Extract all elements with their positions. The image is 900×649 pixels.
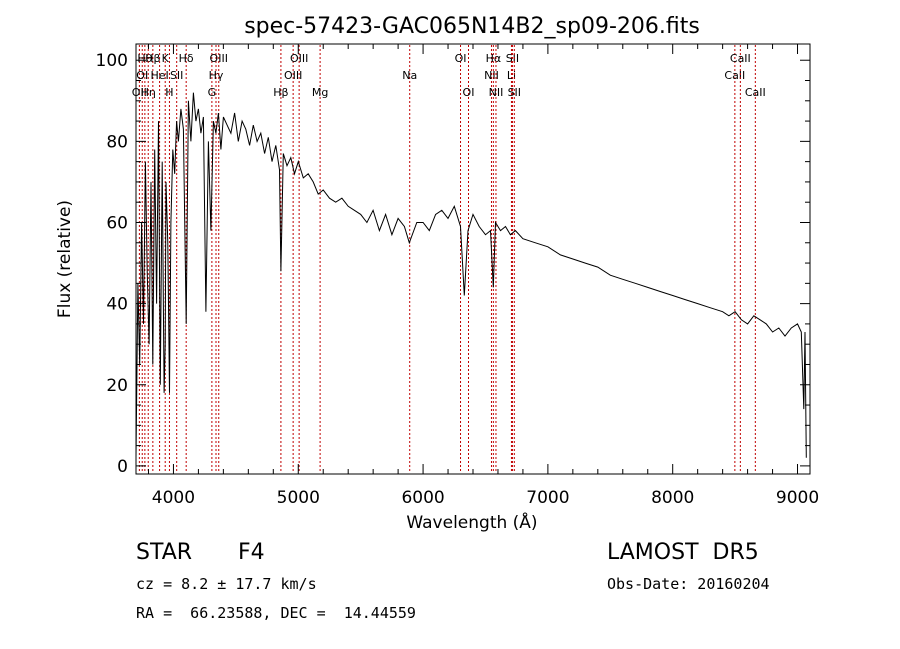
- marker-label: Hβ: [273, 86, 288, 99]
- marker-label: K: [162, 52, 170, 65]
- object-subclass: F4: [238, 540, 265, 565]
- marker-label: Hβ: [145, 52, 160, 65]
- y-tick-label: 20: [106, 376, 128, 396]
- marker-label: NII: [484, 69, 499, 82]
- marker-label: CaII: [745, 86, 766, 99]
- marker-label: OIII: [210, 52, 228, 65]
- marker-label: OI: [463, 86, 475, 99]
- y-axis-label: Flux (relative): [55, 200, 75, 318]
- marker-label: SII: [170, 69, 183, 82]
- marker-label: OI: [455, 52, 467, 65]
- observation-date: Obs-Date: 20160204: [607, 575, 770, 593]
- marker-label: HeI: [150, 69, 168, 82]
- x-axis-label: Wavelength (Å): [406, 511, 537, 533]
- x-tick-label: 6000: [401, 488, 444, 508]
- spectrum-line: [135, 92, 807, 458]
- survey-name: LAMOST DR5: [607, 540, 759, 565]
- x-tick-label: 8000: [651, 488, 694, 508]
- object-class: STAR: [136, 540, 193, 565]
- x-axis: 4000 5000 6000 7000 8000 9000: [147, 44, 819, 508]
- marker-label: Hδ: [179, 52, 194, 65]
- y-axis: 0 20 40 60 80 100: [96, 51, 810, 477]
- marker-label: SII: [508, 86, 521, 99]
- x-tick-label: 4000: [152, 488, 195, 508]
- marker-label: Hγ: [209, 69, 224, 82]
- marker-label: Hη: [141, 86, 156, 99]
- y-tick-label: 40: [106, 295, 128, 315]
- spectral-line-markers: OIIOIHθHηHβHeIKHSIIHδGHγOIIIHβOIIIOIIIMg…: [132, 45, 766, 473]
- marker-label: NII: [489, 86, 504, 99]
- marker-label: Li: [507, 69, 516, 82]
- marker-label: OI: [136, 69, 148, 82]
- x-tick-label: 9000: [776, 488, 819, 508]
- marker-label: Hα: [486, 52, 502, 65]
- x-tick-label: 5000: [277, 488, 320, 508]
- chart-title: spec-57423-GAC065N14B2_sp09-206.fits: [244, 14, 700, 39]
- sky-coordinates: RA = 66.23588, DEC = 14.44559: [136, 604, 416, 622]
- marker-label: G: [208, 86, 217, 99]
- x-tick-label: 7000: [526, 488, 569, 508]
- marker-label: OIII: [284, 69, 302, 82]
- marker-label: SII: [506, 52, 519, 65]
- marker-label: CaII: [724, 69, 745, 82]
- y-tick-label: 60: [106, 213, 128, 233]
- marker-label: CaII: [730, 52, 751, 65]
- marker-label: Hθ: [137, 52, 152, 65]
- y-tick-label: 80: [106, 132, 128, 152]
- marker-label: Na: [402, 69, 417, 82]
- marker-label: OIII: [290, 52, 308, 65]
- y-tick-label: 0: [117, 457, 128, 477]
- y-tick-label: 100: [96, 51, 128, 71]
- redshift-velocity: cz = 8.2 ± 17.7 km/s: [136, 575, 317, 593]
- marker-label: Mg: [312, 86, 328, 99]
- plot-frame: [135, 43, 811, 475]
- marker-label: H: [165, 86, 173, 99]
